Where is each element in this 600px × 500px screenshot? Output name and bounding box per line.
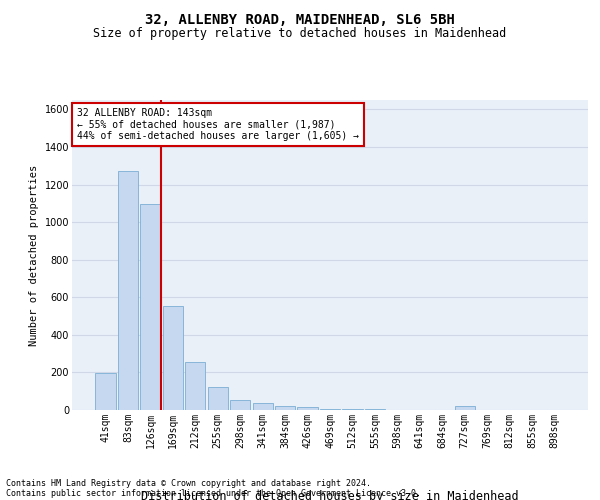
Bar	[275, 406, 295, 410]
Bar	[208, 388, 228, 410]
Bar	[298, 407, 317, 410]
Bar	[320, 409, 340, 410]
Bar	[365, 409, 385, 410]
Bar	[118, 172, 138, 410]
Bar	[230, 400, 250, 410]
Text: Size of property relative to detached houses in Maidenhead: Size of property relative to detached ho…	[94, 28, 506, 40]
Bar	[95, 374, 116, 410]
Bar	[455, 406, 475, 410]
Bar	[343, 409, 362, 410]
Text: 32 ALLENBY ROAD: 143sqm
← 55% of detached houses are smaller (1,987)
44% of semi: 32 ALLENBY ROAD: 143sqm ← 55% of detache…	[77, 108, 359, 141]
Bar	[253, 404, 273, 410]
Y-axis label: Number of detached properties: Number of detached properties	[29, 164, 39, 346]
Text: Contains HM Land Registry data © Crown copyright and database right 2024.: Contains HM Land Registry data © Crown c…	[6, 478, 371, 488]
Bar	[185, 362, 205, 410]
Bar	[140, 204, 161, 410]
Bar	[163, 306, 183, 410]
Text: Contains public sector information licensed under the Open Government Licence v3: Contains public sector information licen…	[6, 488, 421, 498]
Text: 32, ALLENBY ROAD, MAIDENHEAD, SL6 5BH: 32, ALLENBY ROAD, MAIDENHEAD, SL6 5BH	[145, 12, 455, 26]
X-axis label: Distribution of detached houses by size in Maidenhead: Distribution of detached houses by size …	[141, 490, 519, 500]
